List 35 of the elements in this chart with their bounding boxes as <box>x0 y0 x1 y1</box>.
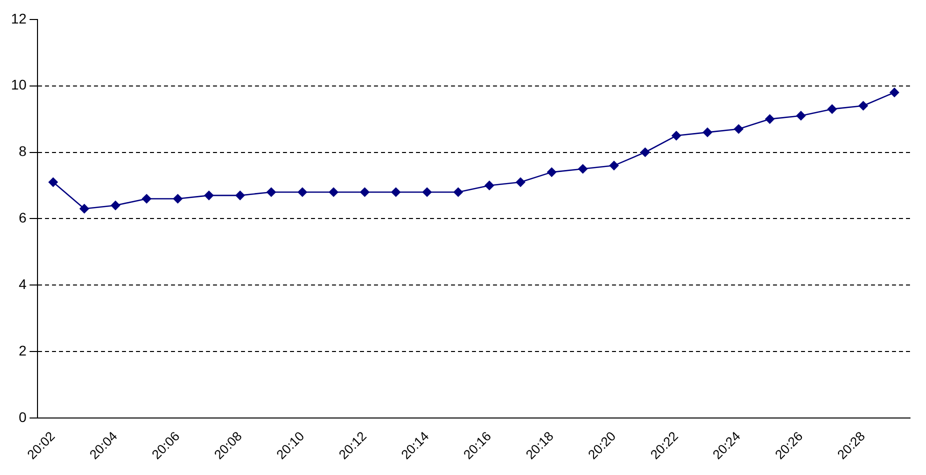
point <box>235 190 245 200</box>
point <box>796 111 806 120</box>
y-tick-label: 6 <box>18 210 27 226</box>
point <box>858 101 868 110</box>
point <box>702 128 712 137</box>
point <box>672 131 681 140</box>
point <box>484 180 494 190</box>
point <box>578 164 588 174</box>
point <box>422 187 432 197</box>
y-tick-label: 4 <box>18 276 27 292</box>
point <box>765 114 774 124</box>
point <box>547 168 556 177</box>
point <box>266 187 276 197</box>
point <box>204 190 214 200</box>
point <box>80 204 89 214</box>
point <box>734 124 744 134</box>
point <box>890 88 900 98</box>
y-tick-label: 12 <box>10 10 27 26</box>
y-tick-label: 10 <box>10 76 27 93</box>
point <box>360 187 370 197</box>
point <box>142 194 152 204</box>
y-tick-label: 8 <box>18 143 27 160</box>
y-tick-label: 2 <box>18 342 27 358</box>
point <box>391 187 401 197</box>
point <box>48 178 58 187</box>
point <box>298 187 308 197</box>
point <box>827 104 837 114</box>
point <box>328 187 338 197</box>
point <box>516 178 526 187</box>
y-tick-label: 0 <box>18 408 27 425</box>
point <box>609 160 619 170</box>
point <box>173 194 182 204</box>
point <box>110 200 120 210</box>
point <box>640 148 650 157</box>
point <box>454 187 463 197</box>
